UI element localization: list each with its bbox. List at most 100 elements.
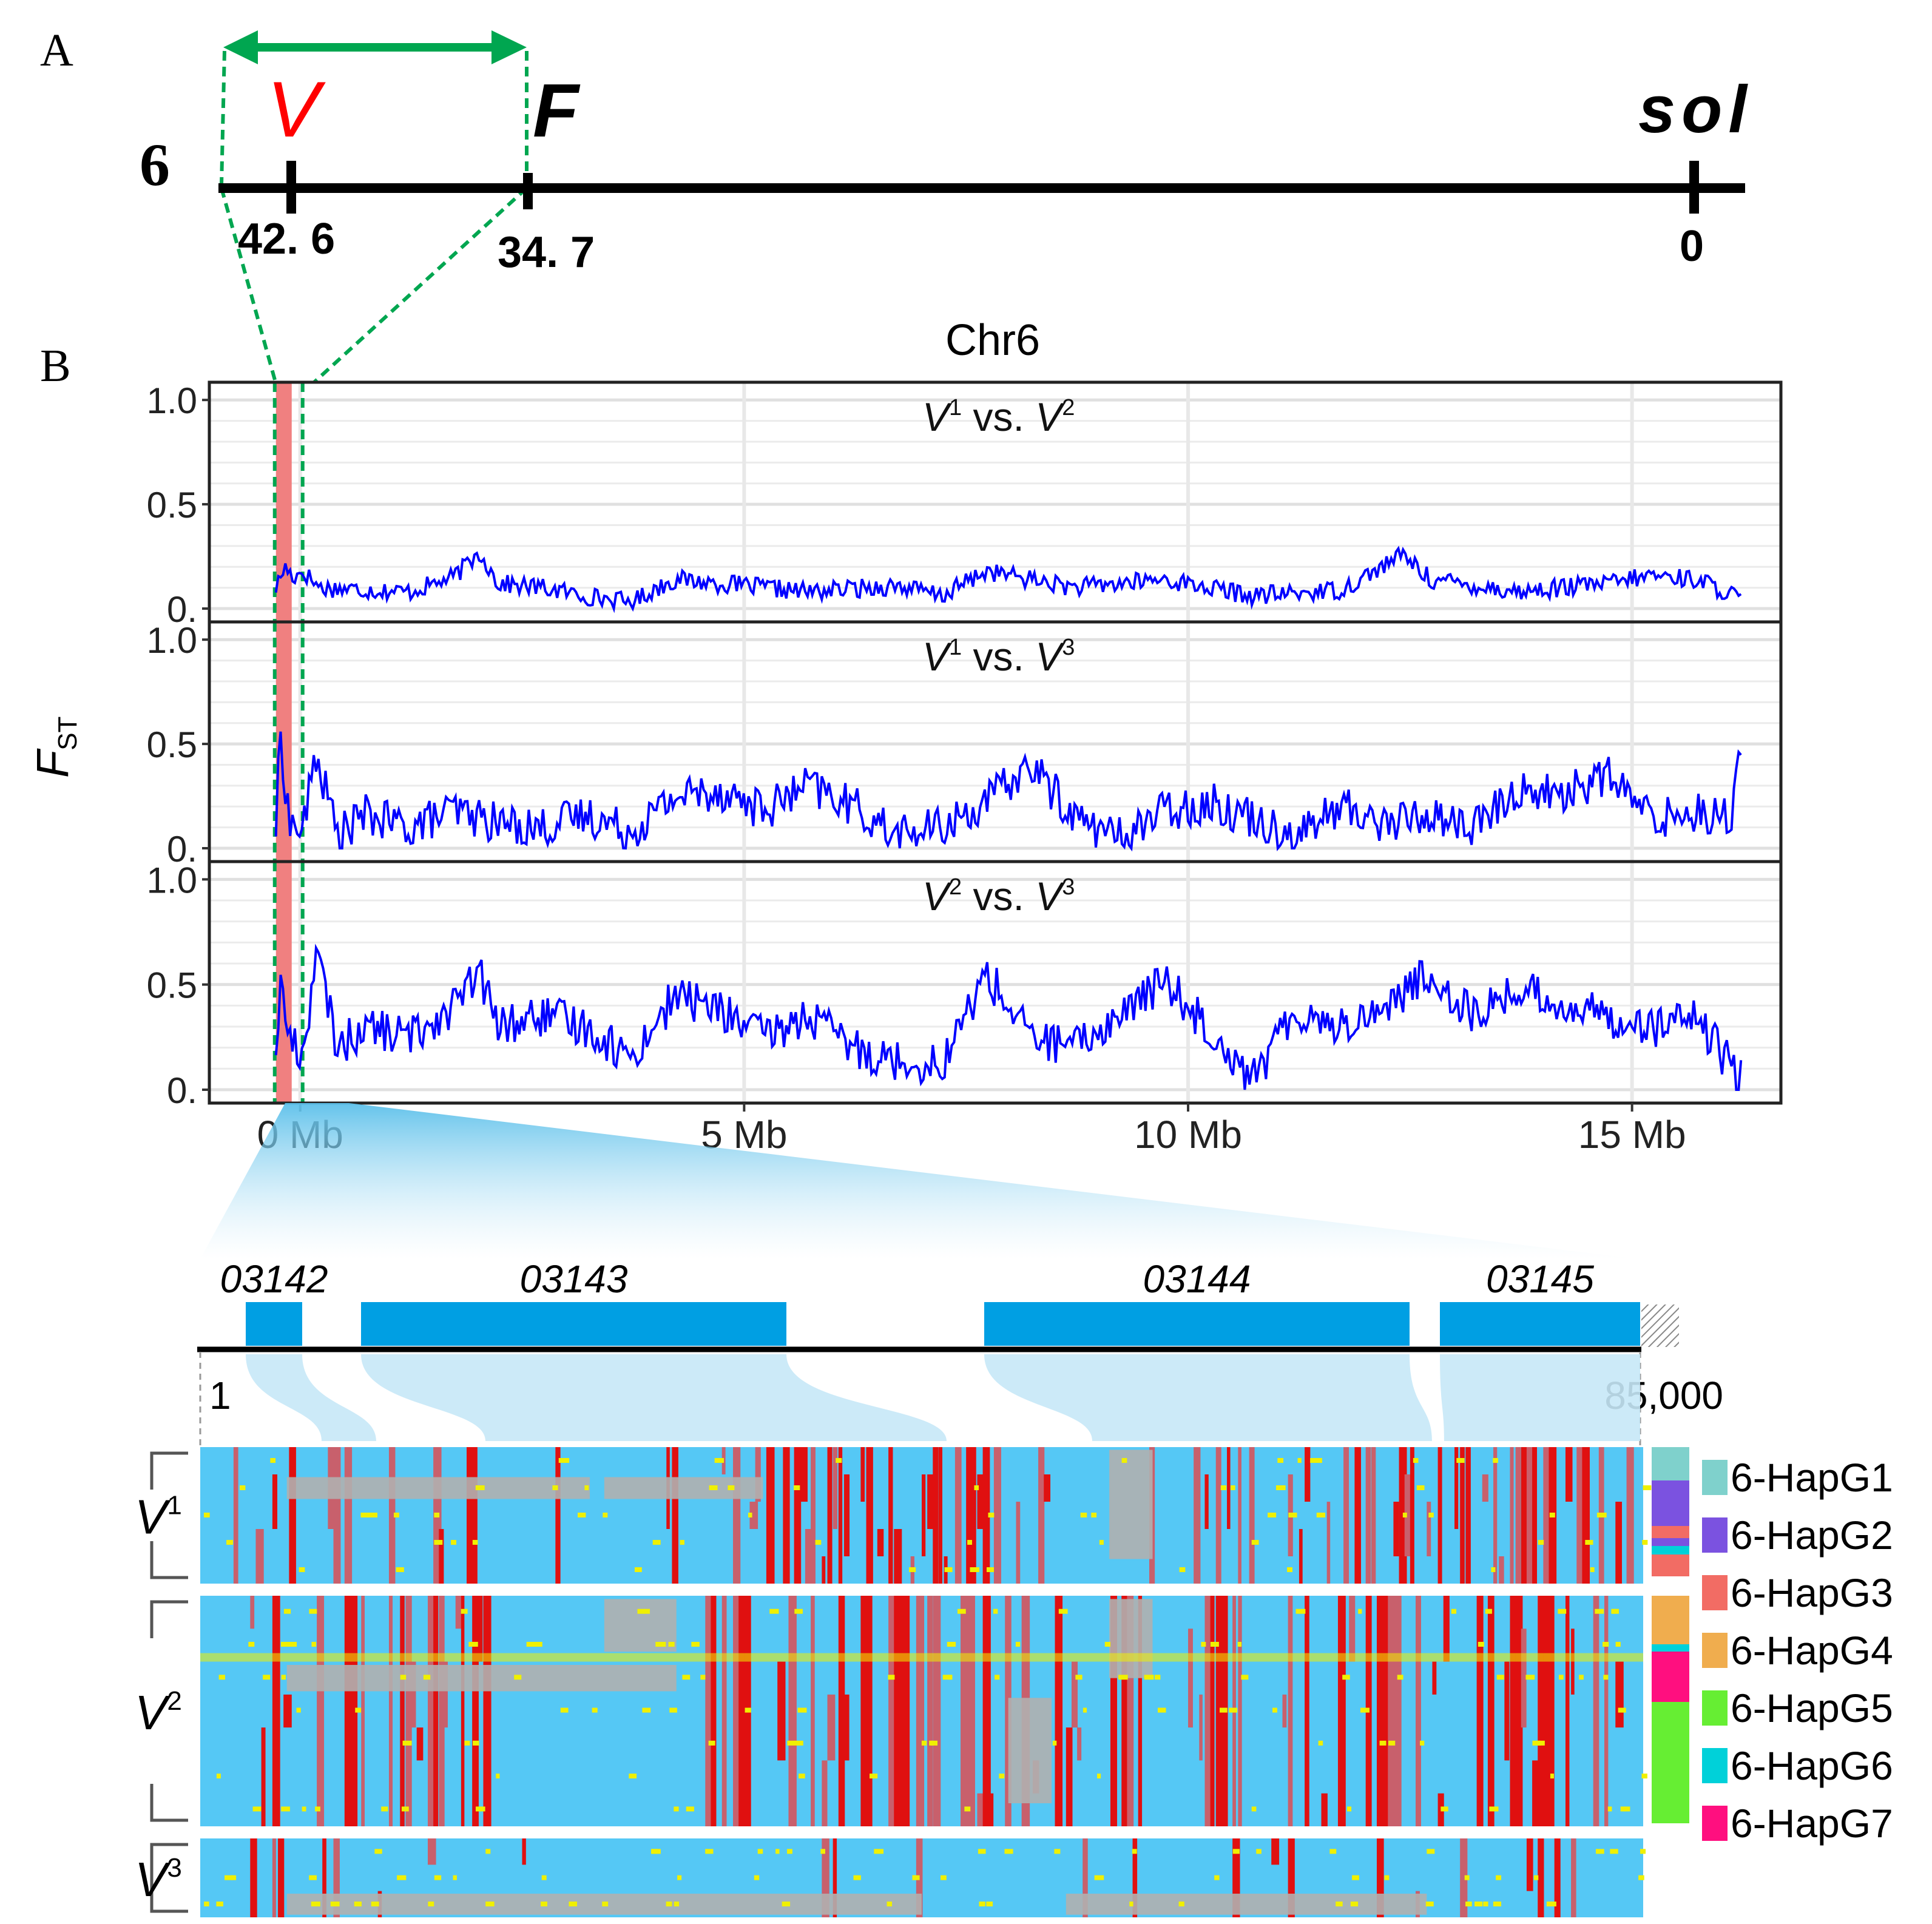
het-allele-mark	[668, 1642, 675, 1647]
alt-allele-segment	[733, 1596, 740, 1826]
alt-allele-segment	[1521, 1447, 1527, 1584]
het-allele-mark	[787, 1849, 792, 1854]
het-allele-mark	[402, 1740, 412, 1746]
het-allele-mark	[1318, 1740, 1323, 1746]
alt-allele-segment	[916, 1596, 925, 1826]
legend-item: 6-HapG5	[1702, 1686, 1893, 1730]
alt-allele-segment	[1349, 1596, 1356, 1662]
alt-allele-segment	[1188, 1629, 1193, 1728]
group-bracket	[150, 1843, 188, 1913]
het-allele-mark	[799, 1774, 805, 1779]
het-allele-mark	[874, 1849, 884, 1854]
alt-allele-segment	[1554, 1838, 1561, 1917]
het-allele-mark	[1132, 1849, 1137, 1854]
het-allele-mark	[1638, 1875, 1644, 1880]
het-allele-mark	[836, 1458, 842, 1463]
panel-label-b: B	[40, 340, 71, 391]
het-allele-mark	[1379, 1740, 1387, 1746]
fst-ylabel: F	[27, 748, 78, 778]
het-allele-mark	[270, 1458, 276, 1463]
haplogroup-segment	[1652, 1447, 1689, 1480]
het-allele-mark	[354, 1902, 362, 1906]
interval-bounds	[220, 50, 529, 388]
het-allele-mark	[400, 1675, 407, 1680]
het-allele-mark	[674, 1902, 680, 1906]
alt-allele-segment	[361, 1596, 365, 1826]
panel-title: V1 vs. V3	[922, 634, 1075, 679]
legend-item: 6-HapG1	[1702, 1455, 1893, 1500]
alt-allele-segment	[461, 1596, 465, 1826]
het-allele-mark	[643, 1608, 650, 1614]
het-allele-mark	[1083, 1707, 1087, 1713]
het-allele-mark	[1297, 1458, 1302, 1463]
group-label-sup: 1	[167, 1491, 181, 1521]
alt-allele-segment	[405, 1596, 412, 1826]
panel-title-v1: V	[922, 394, 953, 439]
alt-allele-segment	[1238, 1596, 1242, 1826]
het-allele-mark	[309, 1875, 317, 1880]
het-allele-mark	[296, 1707, 301, 1713]
alt-allele-segment	[344, 1447, 353, 1584]
het-allele-mark	[853, 1875, 861, 1880]
het-allele-mark	[533, 1642, 542, 1647]
het-allele-mark	[1329, 1849, 1337, 1854]
het-allele-mark	[1549, 1513, 1555, 1517]
haplotype-group: V3	[135, 1843, 188, 1913]
alt-allele-segment	[1460, 1838, 1468, 1917]
het-allele-mark	[1493, 1458, 1498, 1463]
het-allele-mark	[669, 1707, 677, 1713]
het-allele-mark	[870, 1774, 878, 1779]
het-allele-mark	[1397, 1675, 1403, 1680]
alt-allele-segment	[1404, 1474, 1411, 1556]
alt-allele-segment	[843, 1694, 849, 1761]
alt-allele-segment	[1215, 1447, 1221, 1584]
alt-allele-segment	[478, 1596, 483, 1662]
gene-link-ribbon	[361, 1354, 947, 1441]
het-allele-mark	[248, 1642, 255, 1647]
het-allele-mark	[1607, 1806, 1612, 1812]
het-allele-mark	[1642, 1540, 1648, 1545]
alt-allele-segment	[1326, 1502, 1331, 1584]
alt-allele-segment	[1465, 1447, 1471, 1584]
alt-allele-segment	[860, 1596, 868, 1826]
haplogroup-segment	[1652, 1702, 1689, 1823]
alt-allele-segment	[811, 1596, 815, 1826]
legend-item: 6-HapG6	[1702, 1743, 1893, 1788]
alt-allele-segment	[888, 1596, 895, 1826]
het-allele-mark	[1272, 1707, 1277, 1713]
chromosome-number: 6	[140, 131, 170, 198]
het-allele-mark	[468, 1642, 478, 1647]
panel-a: A 6 V 42. 6 F 34. 7 sol 0	[40, 25, 1747, 388]
het-allele-mark	[1610, 1849, 1618, 1854]
het-allele-mark	[964, 1806, 971, 1812]
group-label: V3	[135, 1852, 182, 1906]
alt-allele-segment	[877, 1529, 884, 1556]
alt-allele-segment	[317, 1596, 325, 1826]
het-allele-mark	[677, 1875, 682, 1880]
alt-allele-segment	[1526, 1838, 1533, 1891]
het-allele-mark	[1058, 1608, 1068, 1614]
het-allele-mark	[1620, 1806, 1630, 1812]
alt-allele-segment	[1044, 1474, 1051, 1502]
alt-allele-segment	[1565, 1447, 1573, 1502]
het-allele-mark	[1489, 1806, 1499, 1812]
legend-label: 6-HapG2	[1731, 1513, 1893, 1558]
haplogroup-segment	[1652, 1480, 1689, 1526]
gene-links	[246, 1354, 1640, 1441]
het-allele-mark	[1220, 1485, 1227, 1490]
het-allele-mark	[1015, 1642, 1021, 1647]
alt-allele-segment	[1038, 1447, 1045, 1584]
alt-allele-segment	[766, 1447, 775, 1584]
het-allele-mark	[1099, 1540, 1104, 1545]
legend-swatch	[1702, 1633, 1728, 1668]
het-allele-mark	[931, 1740, 938, 1746]
alt-allele-segment	[1515, 1447, 1521, 1584]
alt-allele-segment	[1083, 1838, 1088, 1917]
het-allele-mark	[1232, 1849, 1240, 1854]
het-allele-mark	[887, 1902, 893, 1906]
het-allele-mark	[815, 1540, 822, 1545]
alt-allele-segment	[1365, 1447, 1371, 1584]
het-allele-mark	[602, 1902, 609, 1906]
het-allele-mark	[1538, 1540, 1544, 1545]
